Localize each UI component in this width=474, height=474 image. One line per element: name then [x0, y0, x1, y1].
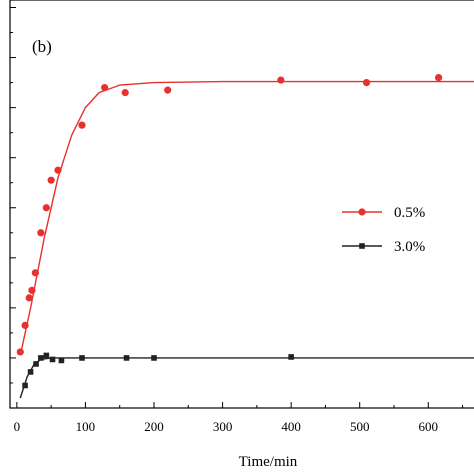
x-tick-label: 600 [419, 419, 439, 434]
series-layer [16, 73, 474, 399]
data-point [16, 348, 24, 356]
x-tick-label: 300 [213, 419, 233, 434]
x-axis-ticks [16, 402, 464, 408]
x-tick-label: 0 [14, 419, 21, 434]
legend-label: 3.0% [394, 239, 425, 255]
data-point [37, 229, 45, 237]
plot-frame [9, 0, 474, 409]
data-point [25, 294, 33, 302]
data-point [42, 204, 50, 212]
legend-label: 0.5% [394, 205, 425, 221]
legend: 0.5% 3.0% [342, 205, 425, 255]
data-point [28, 286, 36, 294]
x-axis-label: Time/min [239, 454, 298, 470]
data-point [164, 86, 172, 94]
data-point [54, 166, 62, 174]
data-point [31, 269, 39, 277]
data-point [362, 79, 371, 87]
x-tick-label: 200 [144, 419, 164, 434]
data-point [21, 321, 29, 329]
data-point [38, 355, 44, 361]
data-point [121, 89, 129, 97]
data-point [434, 73, 443, 82]
x-tick-label: 400 [281, 419, 301, 434]
data-point [288, 354, 294, 360]
series-2 [19, 352, 474, 399]
x-axis-tick-labels: 0 100 200 300 400 500 600 [14, 419, 438, 434]
data-point [58, 357, 65, 364]
series-1 [16, 73, 474, 356]
data-point [33, 361, 39, 367]
data-point [277, 76, 285, 84]
data-point [79, 355, 85, 361]
data-point [43, 352, 50, 359]
x-tick-label: 500 [350, 419, 370, 434]
legend-item-2: 3.0% [342, 239, 425, 255]
data-point [78, 121, 86, 129]
data-point [49, 356, 56, 363]
legend-marker [358, 208, 366, 216]
data-point [101, 84, 109, 92]
panel-label: (b) [32, 37, 52, 56]
data-point [123, 355, 130, 361]
series-2-fit-line [19, 357, 474, 399]
data-point [47, 176, 55, 184]
x-tick-label: 100 [76, 419, 96, 434]
series-1-fit-line [19, 80, 474, 356]
legend-item-1: 0.5% [342, 205, 425, 221]
legend-marker [359, 243, 365, 249]
data-point [151, 355, 157, 361]
data-point [22, 382, 28, 389]
y-axis-ticks [10, 7, 16, 409]
data-point [27, 369, 34, 375]
